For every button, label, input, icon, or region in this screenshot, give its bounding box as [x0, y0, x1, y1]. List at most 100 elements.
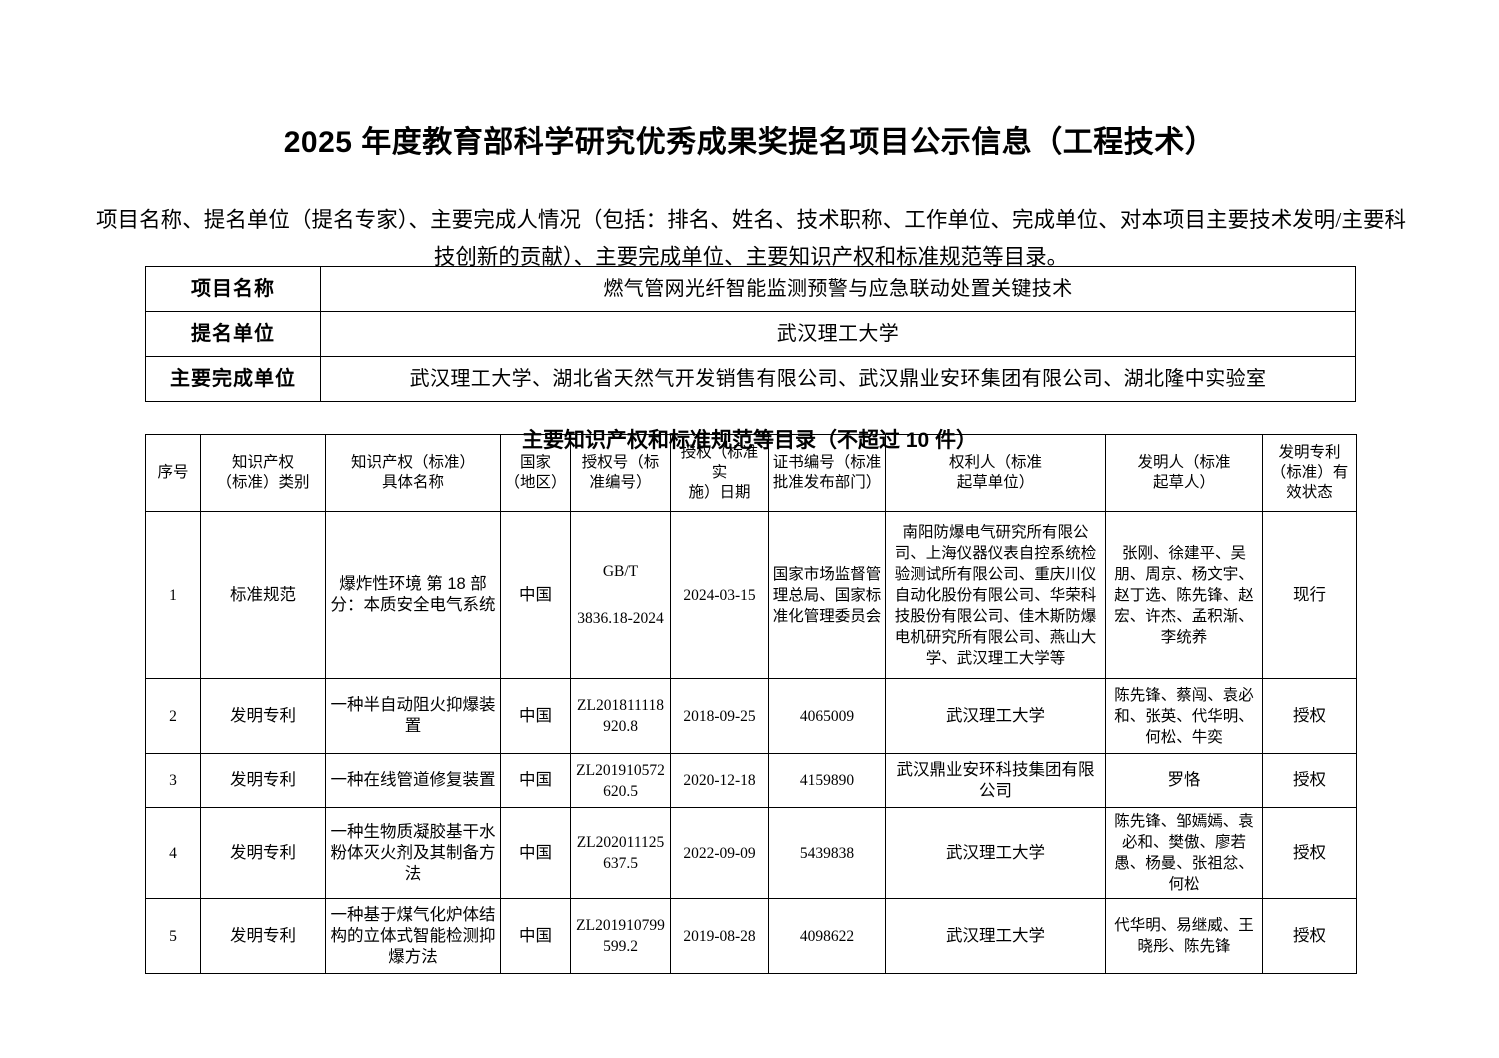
- header-line: 国家: [519, 454, 551, 471]
- reg-no-line1: ZL202011125: [576, 834, 665, 851]
- table-row: 5 发明专利 一种基于煤气化炉体结构的立体式智能检测抑爆方法 中国 ZL2019…: [145, 898, 1357, 974]
- header-line: 发明专利: [1278, 444, 1341, 461]
- reg-no-line2: 599.2: [603, 938, 638, 955]
- cell-inventor: 代华明、易继威、王晓彤、陈先锋: [1105, 898, 1263, 974]
- cell-no: 4: [145, 807, 201, 899]
- cell-country: 中国: [500, 753, 571, 808]
- cell-ip-type: 发明专利: [200, 807, 326, 899]
- column-header-cert-no: 证书编号（标准 批准发布部门）: [768, 434, 886, 512]
- cell-ip-name: 一种在线管道修复装置: [325, 753, 501, 808]
- header-line: 起草单位）: [956, 474, 1035, 491]
- cell-date: 2024-03-15: [670, 511, 769, 679]
- cell-cert-no: 4098622: [768, 898, 886, 974]
- cell-date: 2018-09-25: [670, 678, 769, 754]
- cell-cert-no: 5439838: [768, 807, 886, 899]
- header-line: （标准）有: [1270, 464, 1349, 481]
- reg-no-line2: 920.8: [603, 718, 638, 735]
- cell-no: 1: [145, 511, 201, 679]
- header-line: 授权号（标: [581, 454, 660, 471]
- header-line: 知识产权: [231, 454, 294, 471]
- cell-inventor: 张刚、徐建平、吴朋、周京、杨文宇、赵丁选、陈先锋、赵宏、许杰、孟积渐、李统养: [1105, 511, 1263, 679]
- cell-ip-name: 一种半自动阻火抑爆装置: [325, 678, 501, 754]
- cell-country: 中国: [500, 807, 571, 899]
- cell-ip-name: 一种生物质凝胶基干水粉体灭火剂及其制备方法: [325, 807, 501, 899]
- cell-ip-name: 爆炸性环境 第 18 部分：本质安全电气系统: [325, 511, 501, 679]
- header-line: 批准发布部门）: [772, 474, 882, 491]
- cell-cert-no: 4065009: [768, 678, 886, 754]
- cell-ip-type: 标准规范: [200, 511, 326, 679]
- intro-paragraph: 项目名称、提名单位（提名专家）、主要完成人情况（包括：排名、姓名、技术职称、工作…: [96, 207, 1406, 269]
- column-header-status: 发明专利 （标准）有 效状态: [1262, 434, 1357, 512]
- header-line: （地区）: [504, 474, 567, 491]
- header-line: 起草人）: [1152, 474, 1215, 491]
- header-line: 效状态: [1286, 484, 1333, 501]
- info-value-main-units: 武汉理工大学、湖北省天然气开发销售有限公司、武汉鼎业安环集团有限公司、湖北隆中实…: [320, 356, 1356, 402]
- cell-inventor: 罗恪: [1105, 753, 1263, 808]
- cell-country: 中国: [500, 678, 571, 754]
- cell-reg-no: ZL201811118 920.8: [570, 678, 671, 754]
- cell-date: 2020-12-18: [670, 753, 769, 808]
- column-header-ip-name: 知识产权（标准） 具体名称: [325, 434, 501, 512]
- info-value-nominating-unit: 武汉理工大学: [320, 311, 1356, 357]
- cell-date: 2019-08-28: [670, 898, 769, 974]
- table-row: 项目名称 燃气管网光纤智能监测预警与应急联动处置关键技术: [145, 266, 1356, 312]
- cell-country: 中国: [500, 511, 571, 679]
- reg-no-line1: ZL201910799: [576, 917, 665, 934]
- table-row: 1 标准规范 爆炸性环境 第 18 部分：本质安全电气系统 中国 GB/T 38…: [145, 511, 1357, 679]
- column-header-date: 授权（标准实 施）日期: [670, 434, 769, 512]
- info-label-main-units: 主要完成单位: [145, 356, 321, 402]
- cell-status: 现行: [1262, 511, 1357, 679]
- cell-owner: 南阳防爆电气研究所有限公司、上海仪器仪表自控系统检验测试所有限公司、重庆川仪自动…: [885, 511, 1106, 679]
- header-line: 具体名称: [381, 474, 444, 491]
- cell-status: 授权: [1262, 678, 1357, 754]
- cell-reg-no: ZL201910799 599.2: [570, 898, 671, 974]
- reg-no-line1: ZL201910572: [576, 761, 665, 779]
- header-line: （标准）类别: [216, 474, 310, 491]
- header-line: 授权（标准实: [680, 444, 759, 481]
- cell-owner: 武汉理工大学: [885, 807, 1106, 899]
- cell-ip-type: 发明专利: [200, 753, 326, 808]
- cell-status: 授权: [1262, 753, 1357, 808]
- cell-reg-no: ZL201910572 620.5: [570, 753, 671, 808]
- cell-ip-name: 一种基于煤气化炉体结构的立体式智能检测抑爆方法: [325, 898, 501, 974]
- cell-no: 5: [145, 898, 201, 974]
- header-line: 发明人（标准: [1137, 454, 1231, 471]
- table-header-row: 序号 知识产权 （标准）类别 知识产权（标准） 具体名称 国家 （地区） 授权号…: [145, 434, 1357, 512]
- cell-country: 中国: [500, 898, 571, 974]
- reg-no-line2: 3836.18-2024: [577, 610, 664, 627]
- cell-cert-no: 国家市场监督管理总局、国家标准化管理委员会: [768, 511, 886, 679]
- cell-no: 3: [145, 753, 201, 808]
- reg-no-line2: 620.5: [603, 782, 638, 800]
- info-label-project-name: 项目名称: [145, 266, 321, 312]
- reg-no-line1: ZL201811118: [577, 697, 664, 714]
- table-row: 4 发明专利 一种生物质凝胶基干水粉体灭火剂及其制备方法 中国 ZL202011…: [145, 807, 1357, 899]
- cell-status: 授权: [1262, 807, 1357, 899]
- table-row: 提名单位 武汉理工大学: [145, 311, 1356, 357]
- ip-catalog-table: 序号 知识产权 （标准）类别 知识产权（标准） 具体名称 国家 （地区） 授权号…: [145, 434, 1357, 974]
- table-row: 2 发明专利 一种半自动阻火抑爆装置 中国 ZL201811118 920.8 …: [145, 678, 1357, 754]
- cell-inventor: 陈先锋、蔡闯、袁必和、张英、代华明、何松、牛奕: [1105, 678, 1263, 754]
- project-info-table: 项目名称 燃气管网光纤智能监测预警与应急联动处置关键技术 提名单位 武汉理工大学…: [145, 266, 1356, 402]
- reg-no-line1: GB/T: [602, 563, 639, 580]
- cell-owner: 武汉鼎业安环科技集团有限公司: [885, 753, 1106, 808]
- column-header-ip-type: 知识产权 （标准）类别: [200, 434, 326, 512]
- header-line: 序号: [157, 464, 189, 481]
- cell-reg-no: ZL202011125 637.5: [570, 807, 671, 899]
- cell-cert-no: 4159890: [768, 753, 886, 808]
- cell-date: 2022-09-09: [670, 807, 769, 899]
- column-header-owner: 权利人（标准 起草单位）: [885, 434, 1106, 512]
- table-row: 主要完成单位 武汉理工大学、湖北省天然气开发销售有限公司、武汉鼎业安环集团有限公…: [145, 356, 1356, 402]
- cell-no: 2: [145, 678, 201, 754]
- header-line: 权利人（标准: [948, 454, 1042, 471]
- header-line: 准编号）: [589, 474, 652, 491]
- cell-status: 授权: [1262, 898, 1357, 974]
- cell-reg-no: GB/T 3836.18-2024: [570, 511, 671, 679]
- cell-ip-type: 发明专利: [200, 678, 326, 754]
- cell-inventor: 陈先锋、邹嫣嫣、袁必和、樊傲、廖若愚、杨曼、张祖忿、何松: [1105, 807, 1263, 899]
- info-label-nominating-unit: 提名单位: [145, 311, 321, 357]
- cell-owner: 武汉理工大学: [885, 678, 1106, 754]
- cell-owner: 武汉理工大学: [885, 898, 1106, 974]
- header-line: 知识产权（标准）: [350, 454, 475, 471]
- page-title: 2025 年度教育部科学研究优秀成果奖提名项目公示信息（工程技术）: [283, 126, 1216, 160]
